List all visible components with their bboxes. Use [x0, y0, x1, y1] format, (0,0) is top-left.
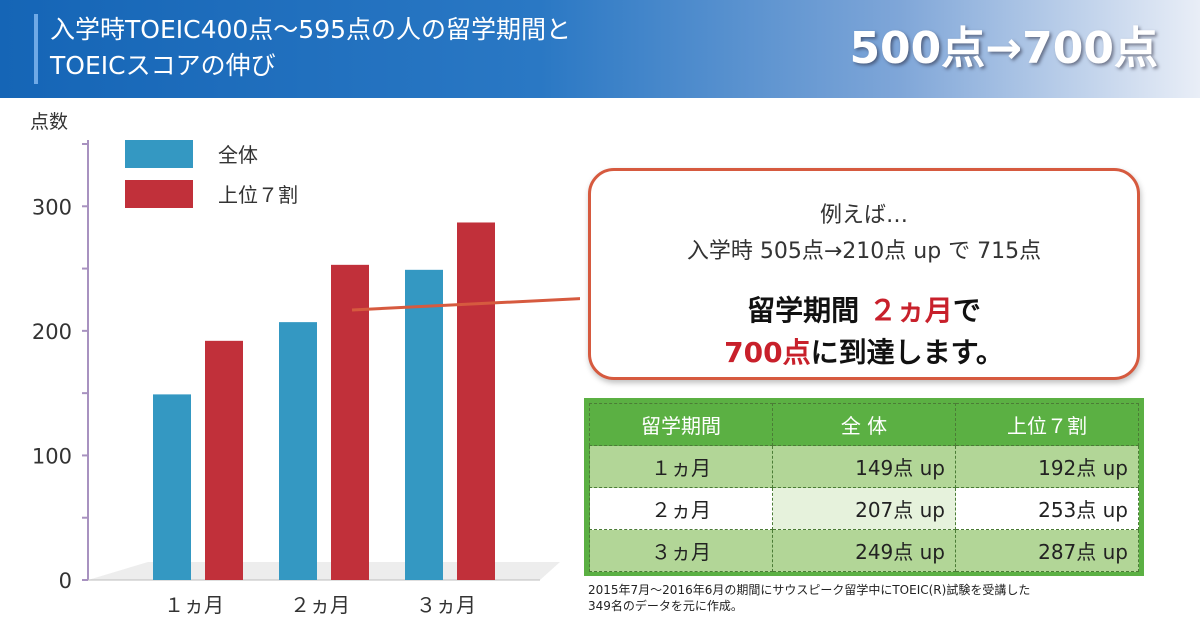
- footnote-line1: 2015年7月〜2016年6月の期間にサウスピーク留学中にTOEIC(R)試験を…: [588, 583, 1031, 597]
- x-tick-label: １ヵ月: [164, 593, 224, 617]
- y-tick-label: 0: [59, 569, 72, 593]
- footnote-line2: 349名のデータを元に作成。: [588, 599, 743, 613]
- y-tick-label: 300: [32, 195, 72, 219]
- table-header-top70: 上位７割: [955, 403, 1139, 446]
- legend-swatch-all: [125, 140, 193, 168]
- header-title: 入学時TOEIC400点〜595点の人の留学期間と TOEICスコアの伸び: [50, 12, 690, 84]
- table-cell-period: １ヵ月: [589, 445, 773, 488]
- callout-line3-b: ２ヵ月: [868, 294, 953, 327]
- callout-line4: 700点に到達します。: [591, 331, 1137, 371]
- table-row: １ヵ月 149点 up 192点 up: [589, 445, 1139, 488]
- y-tick-label: 100: [32, 444, 72, 468]
- legend-swatch-top70: [125, 180, 193, 208]
- x-tick-label: ２ヵ月: [290, 593, 350, 617]
- footnote: 2015年7月〜2016年6月の期間にサウスピーク留学中にTOEIC(R)試験を…: [588, 582, 1148, 614]
- bar-top70: [457, 222, 495, 580]
- callout-pointer: [351, 297, 580, 312]
- table-header-row: 留学期間 全 体 上位７割: [589, 403, 1139, 446]
- table-cell-all: 207点 up: [772, 487, 956, 530]
- table-cell-top70: 253点 up: [955, 487, 1139, 530]
- bar-top70: [205, 340, 243, 580]
- table-header-period: 留学期間: [589, 403, 773, 446]
- y-tick-label: 200: [32, 320, 72, 344]
- bar-top70: [331, 264, 369, 580]
- callout-box: 例えば… 入学時 505点→210点 up で 715点 留学期間 ２ヵ月で 7…: [588, 168, 1140, 380]
- table-row: ３ヵ月 249点 up 287点 up: [589, 529, 1139, 572]
- callout-line3-c: で: [952, 294, 981, 327]
- table-cell-all: 149点 up: [772, 445, 956, 488]
- x-tick-label: ３ヵ月: [416, 593, 476, 617]
- table-cell-period: ３ヵ月: [589, 529, 773, 572]
- bar-all: [153, 394, 191, 580]
- callout-line4-a: 700点: [724, 336, 811, 369]
- table-row: ２ヵ月 207点 up 253点 up: [589, 487, 1139, 530]
- header-accent-bar: [34, 14, 38, 84]
- table-cell-all: 249点 up: [772, 529, 956, 572]
- table-header-all: 全 体: [772, 403, 956, 446]
- y-axis-label: 点数: [30, 111, 68, 133]
- header-banner: 入学時TOEIC400点〜595点の人の留学期間と TOEICスコアの伸び 50…: [0, 0, 1200, 98]
- callout-line3-a: 留学期間: [747, 294, 869, 327]
- results-table-frame: 留学期間 全 体 上位７割 １ヵ月 149点 up 192点 up ２ヵ月 20…: [584, 398, 1144, 576]
- table-cell-period: ２ヵ月: [589, 487, 773, 530]
- results-table: 留学期間 全 体 上位７割 １ヵ月 149点 up 192点 up ２ヵ月 20…: [589, 403, 1139, 572]
- legend-label-top70: 上位７割: [218, 183, 298, 207]
- table-cell-top70: 287点 up: [955, 529, 1139, 572]
- bar-all: [279, 322, 317, 580]
- callout-line1: 例えば…: [819, 203, 908, 228]
- legend-label-all: 全体: [218, 143, 258, 167]
- table-cell-top70: 192点 up: [955, 445, 1139, 488]
- header-title-line1: 入学時TOEIC400点〜595点の人の留学期間と: [50, 15, 572, 44]
- bar-all: [405, 269, 443, 580]
- callout-line4-b: に到達します。: [810, 336, 1004, 369]
- callout-line3: 留学期間 ２ヵ月で: [591, 289, 1137, 329]
- callout-line2: 入学時 505点→210点 up で 715点: [686, 239, 1042, 264]
- header-title-line2: TOEICスコアの伸び: [50, 51, 276, 80]
- header-highlight: 500点→700点: [849, 23, 1158, 74]
